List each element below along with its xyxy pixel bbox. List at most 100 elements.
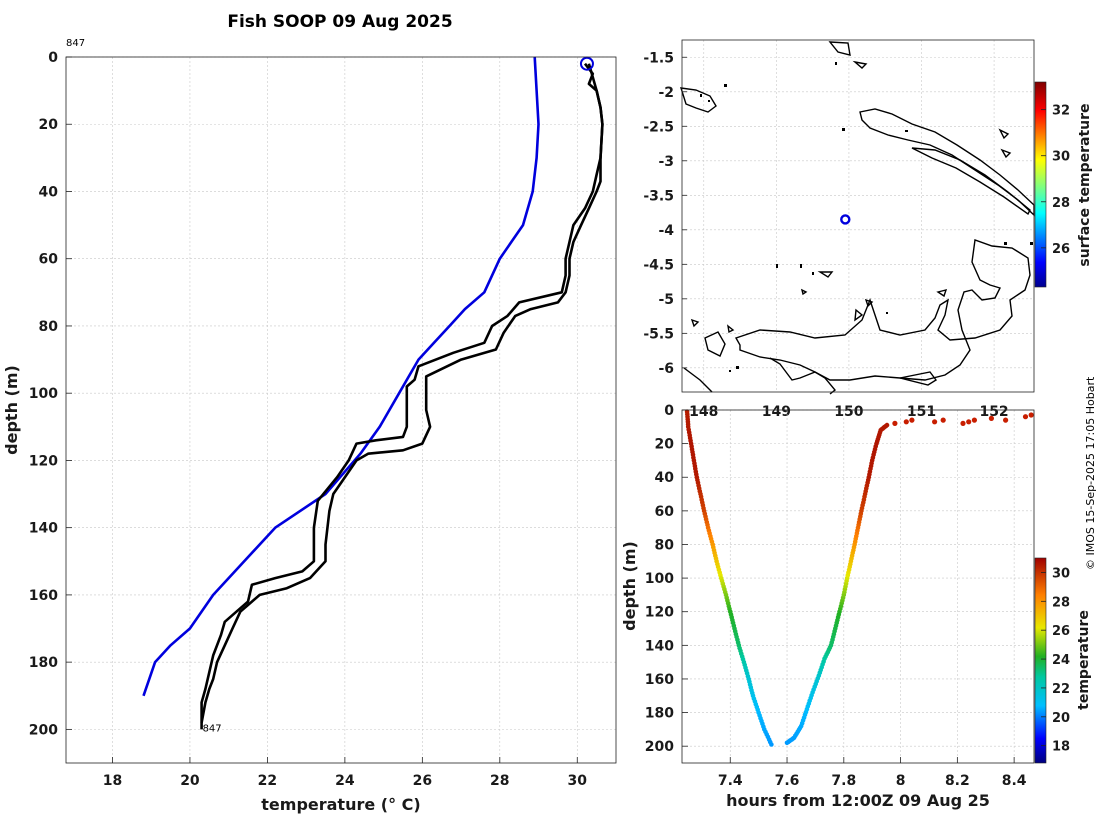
map-lon-tick-label: 148 — [689, 404, 718, 420]
timeseries-y-tick-label: 60 — [655, 504, 675, 520]
timeseries-x-tick-label: 8.2 — [945, 773, 970, 789]
surface-position-marker — [579, 56, 594, 71]
credit-text: © IMOS 15-Sep-2025 17:05 Hobart — [1084, 376, 1097, 570]
profile-y-axis-label: depth (m) — [2, 365, 21, 455]
temperature-colorbar-tick-label: 26 — [1052, 624, 1070, 639]
surface-temperature-colorbar — [1034, 81, 1047, 288]
timeseries-y-tick-label: 40 — [655, 470, 675, 486]
timeseries-x-tick-label: 7.8 — [831, 773, 856, 789]
profile-x-tick-label: 24 — [335, 773, 355, 789]
timeseries-x-tick-label: 7.4 — [718, 773, 743, 789]
surface-data-point — [1003, 417, 1009, 423]
timeseries-y-tick-label: 20 — [655, 437, 675, 453]
timeseries-y-tick-label: 0 — [664, 403, 674, 419]
map-lat-tick-label: -2.5 — [643, 119, 674, 135]
profile-y-tick-label: 140 — [29, 521, 58, 537]
temperature-colorbar-tick-label: 18 — [1052, 740, 1070, 755]
timeseries-y-tick-label: 180 — [645, 706, 674, 722]
coastline — [680, 41, 1035, 395]
temperature-colorbar-tick-label: 24 — [1052, 653, 1070, 668]
station-marker — [840, 214, 851, 225]
surface-data-point — [1022, 414, 1029, 420]
timeseries-y-tick-label: 140 — [645, 638, 674, 654]
timeseries-x-tick-label: 7.6 — [775, 773, 800, 789]
island-dots — [700, 62, 1033, 372]
profile-y-tick-label: 60 — [39, 252, 59, 268]
map-lon-tick-label: 150 — [834, 404, 863, 420]
descent-data-point — [769, 742, 774, 747]
profile-top-label: 847 — [66, 38, 85, 49]
profile-x-tick-label: 30 — [568, 773, 588, 789]
surface-data-point — [960, 420, 966, 426]
timeseries-y-axis-label: depth (m) — [620, 541, 639, 631]
map-colorbar-tick-label: 30 — [1052, 150, 1070, 165]
map-colorbar-tick-label: 28 — [1052, 196, 1070, 211]
timeseries-y-tick-label: 80 — [655, 537, 675, 553]
ascent-data-point — [884, 422, 890, 428]
profile-x-tick-label: 22 — [258, 773, 277, 789]
timeseries-plot-frame — [681, 409, 1035, 764]
profile-y-tick-label: 40 — [39, 184, 59, 200]
profile-plot-frame — [65, 56, 617, 764]
temperature-colorbar-tick-label: 30 — [1052, 566, 1070, 581]
timeseries-y-tick-label: 100 — [645, 571, 674, 587]
map-lat-tick-label: -4.5 — [643, 257, 674, 273]
timeseries-x-tick-label: 8 — [896, 773, 906, 789]
profile-y-tick-label: 160 — [29, 588, 58, 604]
profile-line-profile-up — [200, 63, 604, 730]
map-lon-tick-label: 149 — [762, 404, 791, 420]
surface-data-point — [909, 417, 915, 423]
temperature-colorbar-tick-label: 28 — [1052, 595, 1070, 610]
profile-y-tick-label: 120 — [29, 453, 58, 469]
profile-line-climatology — [142, 56, 540, 697]
profile-bottom-label: 847 — [203, 724, 222, 735]
profile-line-profile-down — [200, 62, 604, 723]
map-lat-tick-label: -1.5 — [643, 50, 674, 66]
timeseries-y-tick-label: 160 — [645, 672, 674, 688]
surface-data-point — [932, 419, 938, 425]
profile-x-tick-label: 18 — [103, 773, 122, 789]
surface-data-point — [903, 419, 909, 425]
temperature-colorbar-tick-label: 22 — [1052, 682, 1070, 697]
surface-data-point — [966, 419, 972, 425]
profile-y-tick-label: 180 — [29, 655, 58, 671]
temperature-colorbar-label: temperature — [1076, 610, 1092, 710]
figure-title: Fish SOOP 09 Aug 2025 — [227, 12, 452, 32]
profile-y-tick-label: 20 — [39, 117, 59, 133]
profile-y-tick-label: 200 — [29, 722, 58, 738]
profile-y-tick-label: 80 — [39, 319, 59, 335]
map-lon-tick-label: 151 — [907, 404, 936, 420]
surface-data-point — [971, 417, 978, 423]
surface-data-point — [1028, 412, 1034, 418]
map-lat-tick-label: -3.5 — [643, 188, 674, 204]
timeseries-x-axis-label: hours from 12:00Z 09 Aug 25 — [726, 791, 990, 810]
map-lon-tick-label: 152 — [979, 404, 1008, 420]
map-chart: 148 149 150 151 152 -1.5 -2 -2.5 -3 -3.5 -4 -4.5 -5 -… — [643, 39, 1093, 420]
surface-data-point — [892, 420, 898, 426]
surface-data-point — [940, 417, 946, 423]
temperature-colorbar-tick-label: 20 — [1052, 711, 1070, 726]
map-lat-tick-label: -3 — [658, 154, 674, 170]
map-colorbar-tick-label: 26 — [1052, 242, 1070, 257]
timeseries-y-tick-label: 120 — [645, 605, 674, 621]
surface-temperature-label: surface temperature — [1077, 103, 1093, 266]
temperature-colorbar — [1034, 557, 1047, 764]
map-lat-tick-label: -5 — [658, 292, 674, 308]
timeseries-y-tick-label: 200 — [645, 739, 674, 755]
profile-x-tick-label: 20 — [180, 773, 200, 789]
map-lat-tick-label: -5.5 — [643, 326, 674, 342]
profile-y-tick-label: 0 — [48, 50, 58, 66]
profile-chart: 18 20 22 24 26 28 30 0 20 40 60 80 100 120 140 160 180 20… — [2, 38, 617, 814]
map-colorbar-tick-label: 32 — [1052, 104, 1070, 119]
surface-data-point — [988, 415, 995, 421]
map-lat-tick-label: -2 — [658, 85, 674, 101]
timeseries-chart: 7.4 7.6 7.8 8 8.2 8.4 0 20 40 60 80 100 120 140 160 180… — [620, 403, 1092, 810]
map-lat-tick-label: -6 — [658, 361, 674, 377]
timeseries-x-tick-label: 8.4 — [1002, 773, 1027, 789]
map-frame — [681, 39, 1035, 393]
profile-x-tick-label: 28 — [490, 773, 509, 789]
profile-x-tick-label: 26 — [413, 773, 432, 789]
map-lat-tick-label: -4 — [658, 223, 674, 239]
profile-x-axis-label: temperature (° C) — [261, 795, 420, 814]
